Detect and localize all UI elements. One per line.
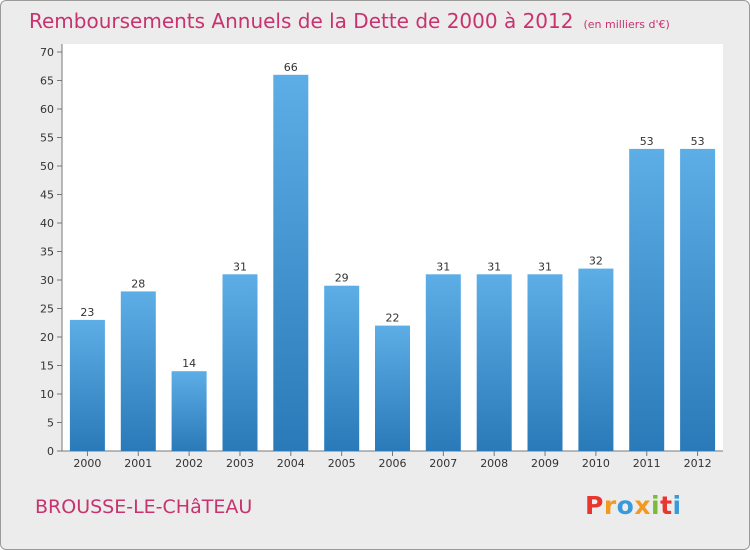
- y-tick-label: 65: [40, 75, 54, 88]
- bar: [69, 319, 105, 451]
- logo-letter: r: [603, 491, 617, 520]
- logo-letter: i: [651, 491, 661, 520]
- y-tick-label: 55: [40, 132, 54, 145]
- bar: [476, 274, 512, 451]
- y-tick-label: 40: [40, 217, 54, 230]
- bar: [375, 325, 410, 451]
- x-tick-label: 2010: [582, 457, 610, 470]
- x-tick-label: 2009: [531, 457, 559, 470]
- logo-letter: i: [672, 491, 682, 520]
- x-tick-label: 2012: [684, 457, 712, 470]
- chart-title-block: Remboursements Annuels de la Dette de 20…: [29, 9, 670, 33]
- y-tick-label: 5: [47, 417, 54, 430]
- data-label: 31: [233, 260, 247, 273]
- x-tick-label: 2011: [633, 457, 661, 470]
- logo-letter: t: [660, 491, 673, 520]
- y-tick-label: 20: [40, 331, 54, 344]
- data-label: 28: [131, 277, 145, 290]
- y-tick-label: 30: [40, 274, 54, 287]
- data-label: 31: [436, 260, 450, 273]
- y-tick-label: 0: [47, 445, 54, 458]
- data-label: 53: [691, 135, 705, 148]
- bar: [222, 274, 258, 451]
- x-tick-label: 2005: [328, 457, 356, 470]
- bar: [680, 148, 716, 451]
- y-tick-label: 25: [40, 303, 54, 316]
- bar: [324, 285, 360, 451]
- chart-subtitle: (en milliers d'€): [583, 18, 670, 31]
- y-tick-label: 35: [40, 246, 54, 259]
- bar: [578, 268, 614, 451]
- x-tick-label: 2008: [480, 457, 508, 470]
- x-tick-label: 2007: [429, 457, 457, 470]
- proxiti-logo[interactable]: Proxiti: [585, 491, 682, 520]
- x-tick-label: 2002: [175, 457, 203, 470]
- y-tick-label: 10: [40, 388, 54, 401]
- logo-letter: o: [616, 491, 635, 520]
- data-label: 14: [182, 357, 196, 370]
- x-tick-label: 2000: [73, 457, 101, 470]
- data-label: 22: [386, 312, 400, 325]
- bar: [120, 291, 156, 451]
- data-label: 31: [487, 260, 501, 273]
- data-label: 23: [80, 306, 94, 319]
- data-label: 53: [640, 135, 654, 148]
- x-tick-label: 2004: [277, 457, 305, 470]
- bar: [171, 371, 207, 451]
- x-tick-label: 2006: [379, 457, 407, 470]
- y-tick-label: 60: [40, 103, 54, 116]
- x-tick-label: 2001: [124, 457, 152, 470]
- commune-name: BROUSSE-LE-CHâTEAU: [35, 496, 253, 518]
- bar: [629, 148, 665, 451]
- bar: [425, 274, 461, 451]
- data-label: 31: [538, 260, 552, 273]
- bar: [273, 74, 309, 452]
- bar: [527, 274, 563, 451]
- logo-letter: x: [634, 491, 651, 520]
- logo-letter: P: [585, 491, 604, 520]
- y-tick-label: 50: [40, 160, 54, 173]
- data-label: 29: [335, 272, 349, 285]
- y-tick-label: 45: [40, 189, 54, 202]
- y-tick-label: 70: [40, 46, 54, 59]
- data-label: 32: [589, 255, 603, 268]
- y-tick-label: 15: [40, 360, 54, 373]
- chart-title: Remboursements Annuels de la Dette de 20…: [29, 9, 574, 33]
- data-label: 66: [284, 61, 298, 74]
- x-tick-label: 2003: [226, 457, 254, 470]
